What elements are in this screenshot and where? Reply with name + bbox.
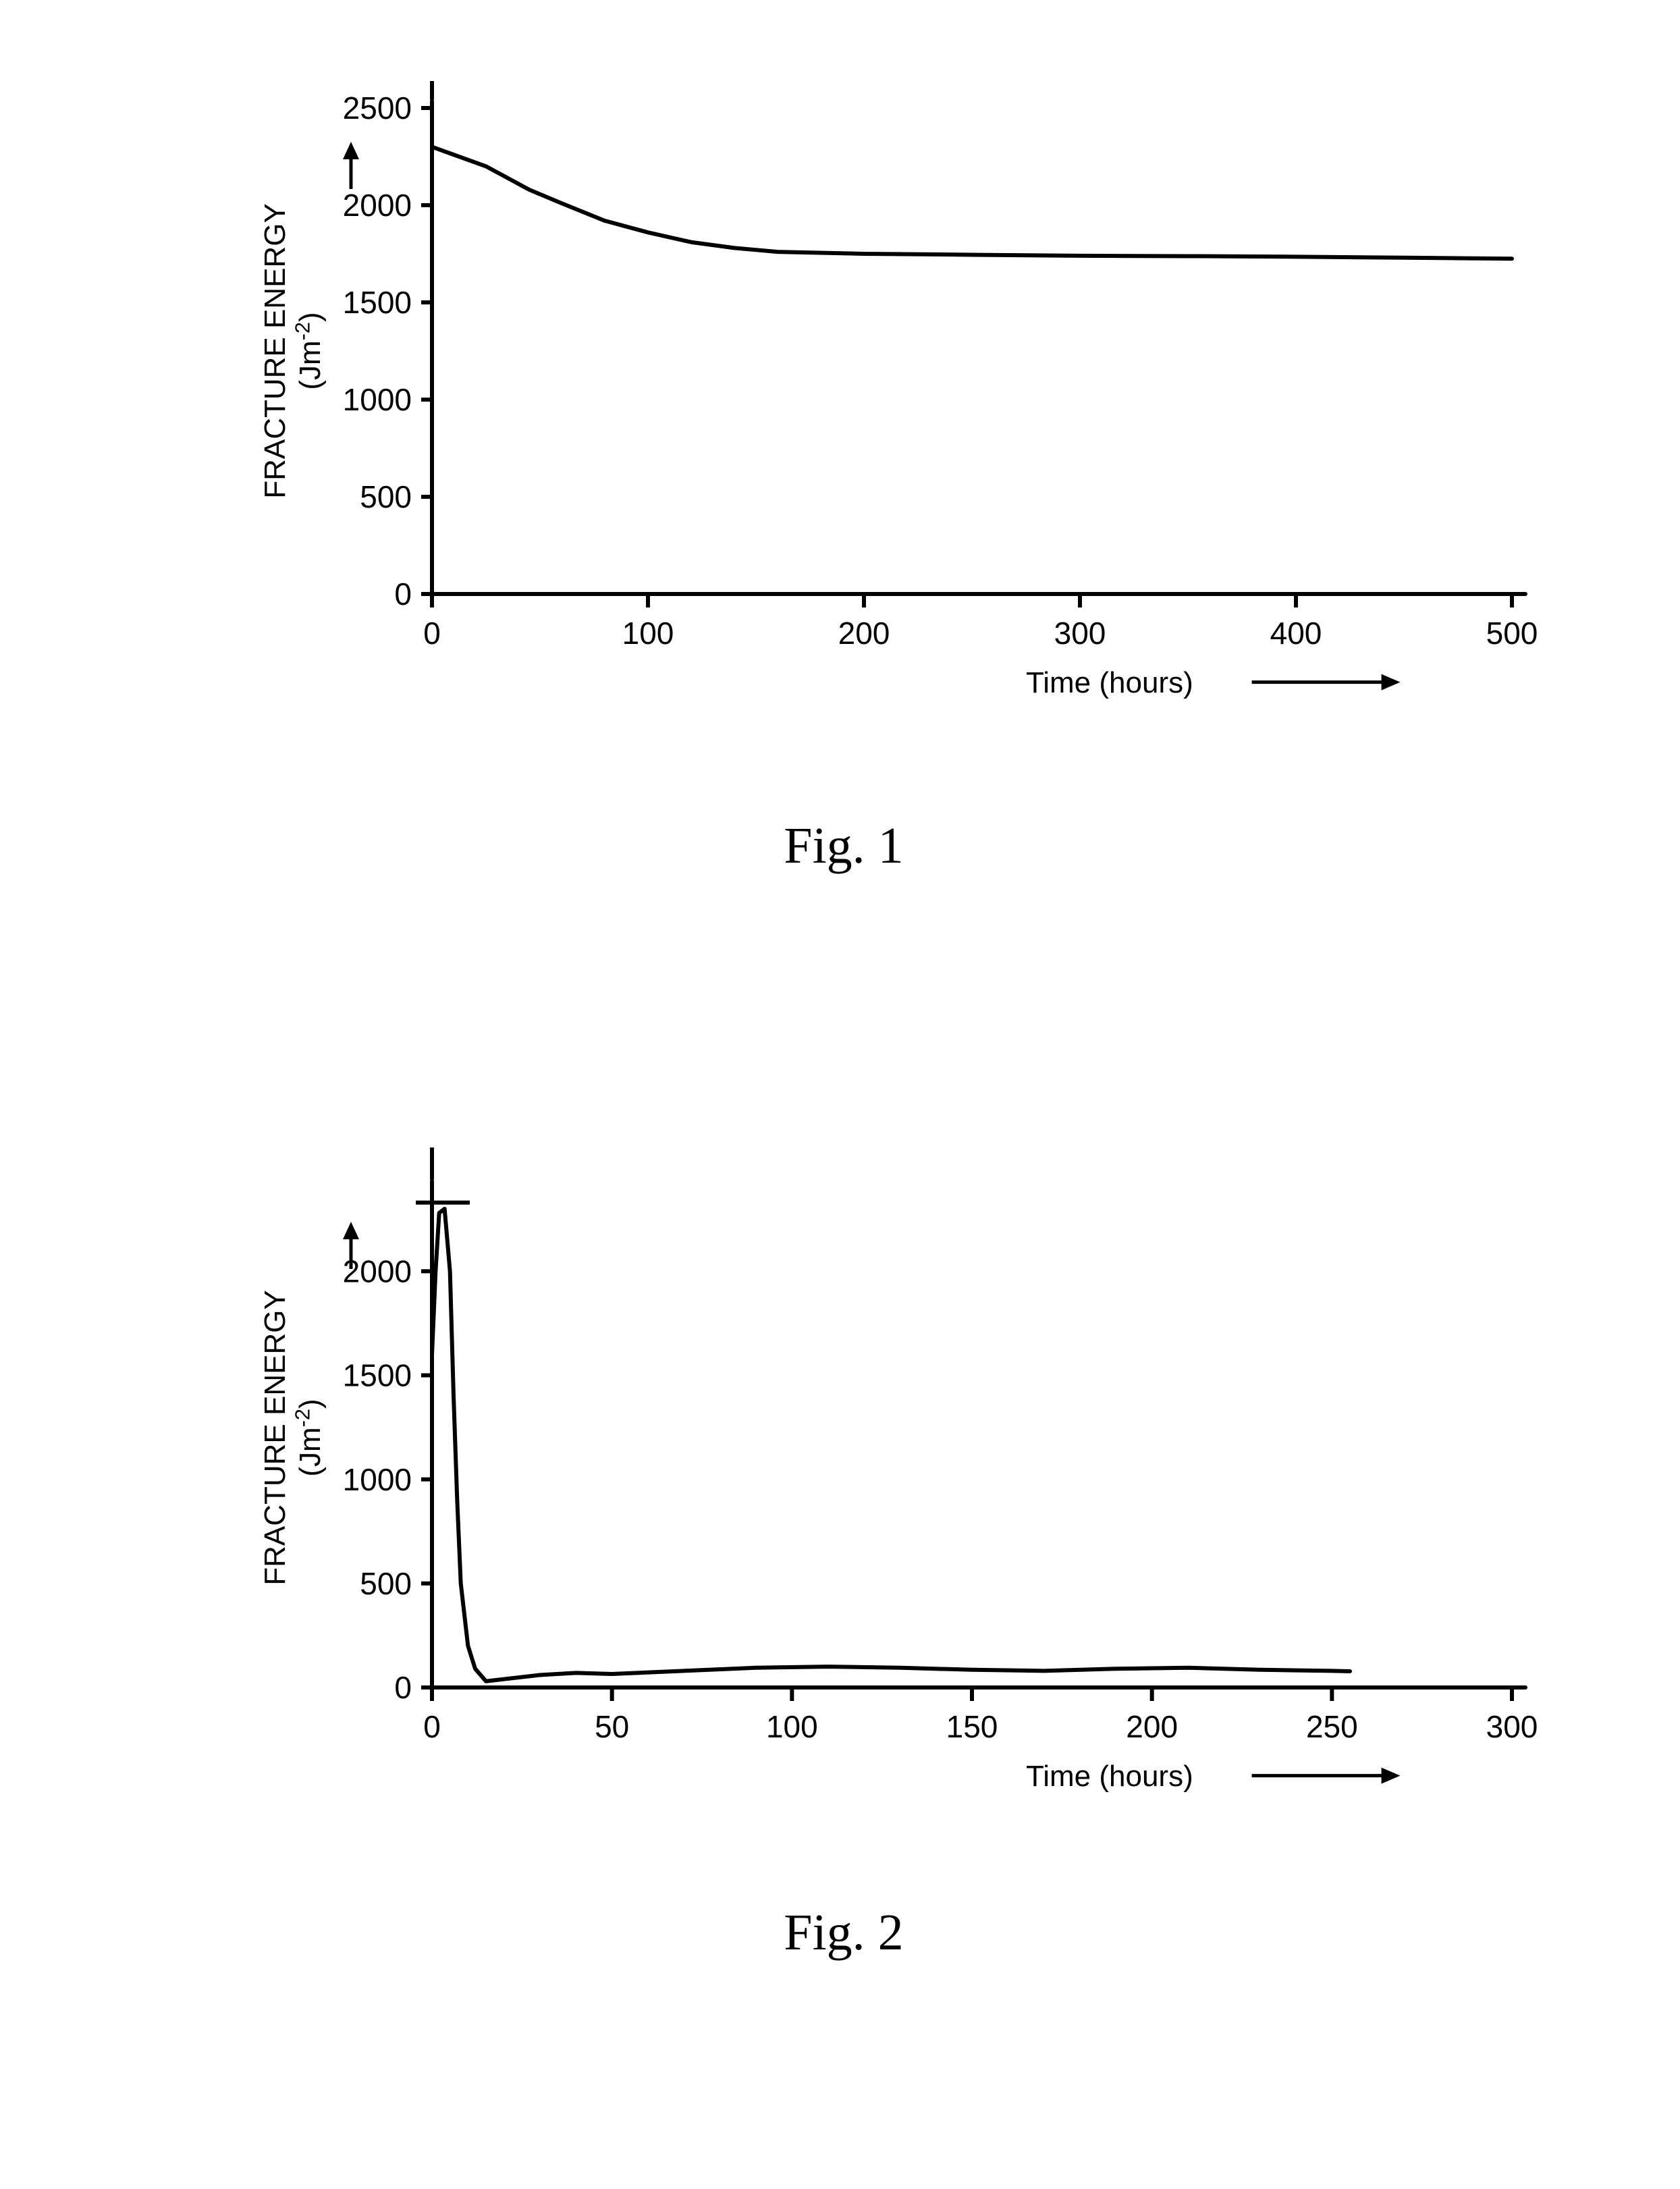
svg-text:1500: 1500 (343, 1358, 412, 1393)
svg-text:2000: 2000 (343, 1253, 412, 1289)
svg-text:500: 500 (360, 479, 412, 514)
svg-text:1000: 1000 (343, 382, 412, 417)
figure-fig1: 0 500 1000 1500 2000 2500 0 100 200 300 400 500 FRAC… (101, 81, 1586, 891)
figure-caption: Fig. 2 (101, 1903, 1586, 1962)
svg-text:500: 500 (1486, 616, 1538, 651)
svg-text:Time (hours): Time (hours) (1026, 1760, 1193, 1793)
svg-text:100: 100 (766, 1709, 818, 1744)
svg-text:FRACTURE ENERGY: FRACTURE ENERGY (259, 1290, 292, 1586)
svg-text:(Jm-2): (Jm-2) (291, 312, 327, 389)
svg-text:(Jm-2): (Jm-2) (291, 1399, 327, 1476)
svg-text:1500: 1500 (343, 285, 412, 320)
chart-fig1: 0 500 1000 1500 2000 2500 0 100 200 300 400 500 FRAC… (101, 81, 1586, 891)
figure-fig2: 0 500 1000 1500 2000 0 50 100 150 200 250 300 FRACTU… (101, 1147, 1586, 1991)
svg-text:2500: 2500 (343, 90, 412, 126)
figure-caption: Fig. 1 (101, 817, 1586, 875)
svg-text:0: 0 (423, 1709, 441, 1744)
svg-text:2000: 2000 (343, 188, 412, 223)
svg-text:50: 50 (595, 1709, 629, 1744)
svg-text:0: 0 (394, 1670, 412, 1705)
svg-text:250: 250 (1306, 1709, 1358, 1744)
chart-fig2: 0 500 1000 1500 2000 0 50 100 150 200 250 300 FRACTU… (101, 1147, 1586, 1991)
svg-text:500: 500 (360, 1566, 412, 1601)
svg-text:0: 0 (423, 616, 441, 651)
svg-text:Time (hours): Time (hours) (1026, 666, 1193, 699)
svg-text:200: 200 (838, 616, 890, 651)
svg-text:400: 400 (1270, 616, 1322, 651)
svg-text:300: 300 (1486, 1709, 1538, 1744)
svg-text:100: 100 (622, 616, 674, 651)
svg-text:0: 0 (394, 576, 412, 612)
svg-text:200: 200 (1126, 1709, 1178, 1744)
svg-text:1000: 1000 (343, 1462, 412, 1497)
svg-text:300: 300 (1054, 616, 1106, 651)
svg-text:FRACTURE ENERGY: FRACTURE ENERGY (259, 203, 292, 499)
svg-text:150: 150 (946, 1709, 998, 1744)
